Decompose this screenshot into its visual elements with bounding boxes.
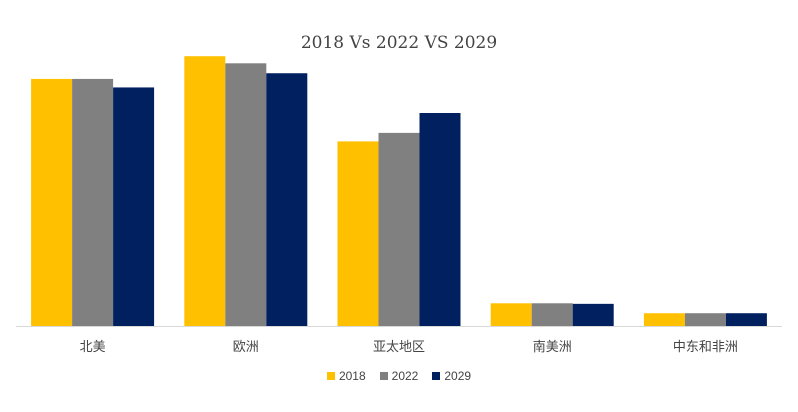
bar-2018-2	[337, 141, 379, 326]
bar-2022-3	[531, 303, 573, 326]
legend-label-2029: 2029	[444, 369, 472, 383]
bar-2022-0	[72, 78, 114, 326]
legend-swatch-2022	[379, 372, 388, 380]
legend-swatch-2018	[326, 372, 335, 380]
bar-2029-0	[113, 87, 155, 326]
category-label-3: 南美洲	[533, 339, 572, 355]
bars-group	[31, 56, 767, 327]
category-label-2: 亚太地区	[373, 340, 425, 355]
bar-2029-2	[419, 113, 461, 326]
legend-item-2022: 2022	[379, 369, 419, 383]
category-label-1: 欧洲	[233, 340, 259, 355]
bar-2022-2	[378, 132, 420, 326]
legend-label-2018: 2018	[338, 369, 366, 383]
bar-2018-4	[643, 313, 685, 326]
bar-2018-1	[184, 56, 226, 326]
bar-2029-3	[572, 303, 614, 326]
legend-item-2018: 2018	[326, 369, 366, 383]
legend: 2018 2022 2029	[0, 369, 798, 383]
legend-label-2022: 2022	[391, 369, 419, 383]
bar-2029-4	[725, 313, 767, 326]
legend-item-2029: 2029	[432, 369, 471, 383]
bar-2029-1	[266, 73, 308, 327]
category-label-4: 中东和非洲	[673, 340, 738, 355]
category-labels: 北美 欧洲 亚太地区 南美洲 中东和非洲	[80, 339, 738, 355]
bar-2018-0	[31, 78, 73, 326]
legend-swatch-2029	[432, 372, 441, 380]
chart-title: 2018 Vs 2022 VS 2029	[300, 33, 498, 53]
category-label-0: 北美	[80, 340, 106, 355]
bar-2022-4	[684, 313, 726, 326]
bar-2022-1	[225, 63, 267, 327]
bar-2018-3	[490, 303, 532, 326]
